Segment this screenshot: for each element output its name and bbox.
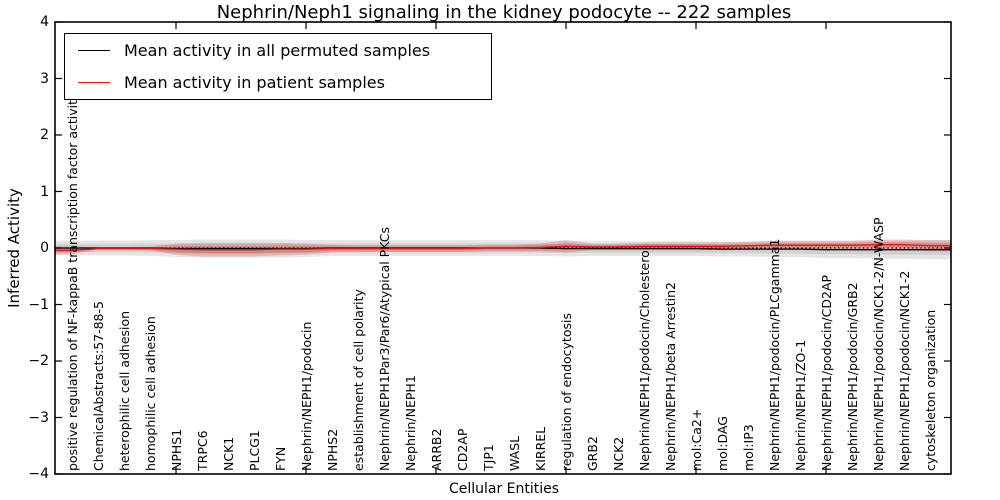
x-tick-label: Nephrin/NEPH1/ZO-1 xyxy=(793,339,808,471)
x-tick-label: Nephrin/NEPH1Par3/Par6/Atypical PKCs xyxy=(377,227,392,471)
x-tick-label: GRB2 xyxy=(585,436,600,471)
x-tick-label: positive regulation of NF-kappaB transcr… xyxy=(65,92,80,471)
x-tick-label: CD2AP xyxy=(455,428,470,471)
x-tick-label: NPHS2 xyxy=(325,428,340,471)
x-axis-label: Cellular Entities xyxy=(448,481,560,497)
x-tick-label: NPHS1 xyxy=(169,428,184,471)
x-tick-label: Nephrin/NEPH1/podocin/NCK1-2 xyxy=(897,270,912,471)
x-tick-label: homophilic cell adhesion xyxy=(143,316,158,471)
x-tick-label: establishment of cell polarity xyxy=(351,289,366,471)
x-tick-label: Nephrin/NEPH1/podocin/GRB2 xyxy=(845,282,860,471)
y-tick-label: 3 xyxy=(40,70,49,87)
x-tick-label: NCK1 xyxy=(221,436,236,471)
y-tick-label: 2 xyxy=(40,127,49,143)
x-tick-label: cytoskeleton organization xyxy=(923,309,938,471)
x-tick-label: TJP1 xyxy=(481,444,496,471)
x-tick-label: regulation of endocytosis xyxy=(559,313,574,471)
permuted-band-outer xyxy=(55,239,951,260)
x-tick-label: WASL xyxy=(507,435,522,471)
x-tick-label: Nephrin/NEPH1/podocin/NCK1-2/N-WASP xyxy=(871,217,886,471)
x-tick-label: FYN xyxy=(273,446,288,471)
y-tick-label: 1 xyxy=(40,183,49,200)
legend-item-label: Mean activity in patient samples xyxy=(124,73,385,93)
legend-item: Mean activity in all permuted samples xyxy=(65,41,491,60)
x-tick-label: KIRREL xyxy=(533,426,548,471)
x-tick-label: Nephrin/NEPH1/podocin/CD2AP xyxy=(819,274,834,471)
x-tick-label: Nephrin/NEPH1 xyxy=(403,375,418,471)
y-tick-label: −2 xyxy=(28,353,49,369)
x-tick-label: mol:IP3 xyxy=(741,424,756,471)
y-tick-label: −1 xyxy=(28,296,49,313)
x-tick-label: PLCG1 xyxy=(247,430,262,471)
x-tick-label: Nephrin/NEPH1/podocin xyxy=(299,321,314,471)
legend-item-label: Mean activity in all permuted samples xyxy=(124,40,431,60)
y-tick-label: −3 xyxy=(28,409,49,426)
x-tick-label: ARRB2 xyxy=(429,428,444,471)
x-tick-label: mol:Ca2+ xyxy=(689,408,704,471)
legend-line-sample xyxy=(78,49,110,51)
legend-line-sample xyxy=(78,82,110,84)
chart-title: Nephrin/Neph1 signaling in the kidney po… xyxy=(216,2,792,23)
x-tick-label: Nephrin/NEPH1/podocin/Cholesterol xyxy=(637,246,652,471)
y-tick-label: 0 xyxy=(40,240,49,256)
y-axis-label: Inferred Activity xyxy=(5,188,23,308)
y-tick-label: 4 xyxy=(40,14,49,30)
x-tick-label: NCK2 xyxy=(611,436,626,471)
legend: Mean activity in all permuted samples Mea… xyxy=(64,33,492,100)
x-tick-label: heterophilic cell adhesion xyxy=(117,310,132,471)
x-tick-label: Nephrin/NEPH1/podocin/PLCgamma1 xyxy=(767,238,782,471)
legend-item: Mean activity in patient samples xyxy=(65,73,491,92)
x-tick-label: mol:DAG xyxy=(715,416,730,471)
x-tick-label: TRPC6 xyxy=(195,430,210,471)
y-tick-label: −4 xyxy=(28,466,49,482)
patient-mean-line xyxy=(55,243,951,251)
x-tick-label: Nephrin/NEPH1/beta Arrestin2 xyxy=(663,282,678,471)
x-tick-label: ChemicalAbstracts:57-88-5 xyxy=(91,301,106,471)
